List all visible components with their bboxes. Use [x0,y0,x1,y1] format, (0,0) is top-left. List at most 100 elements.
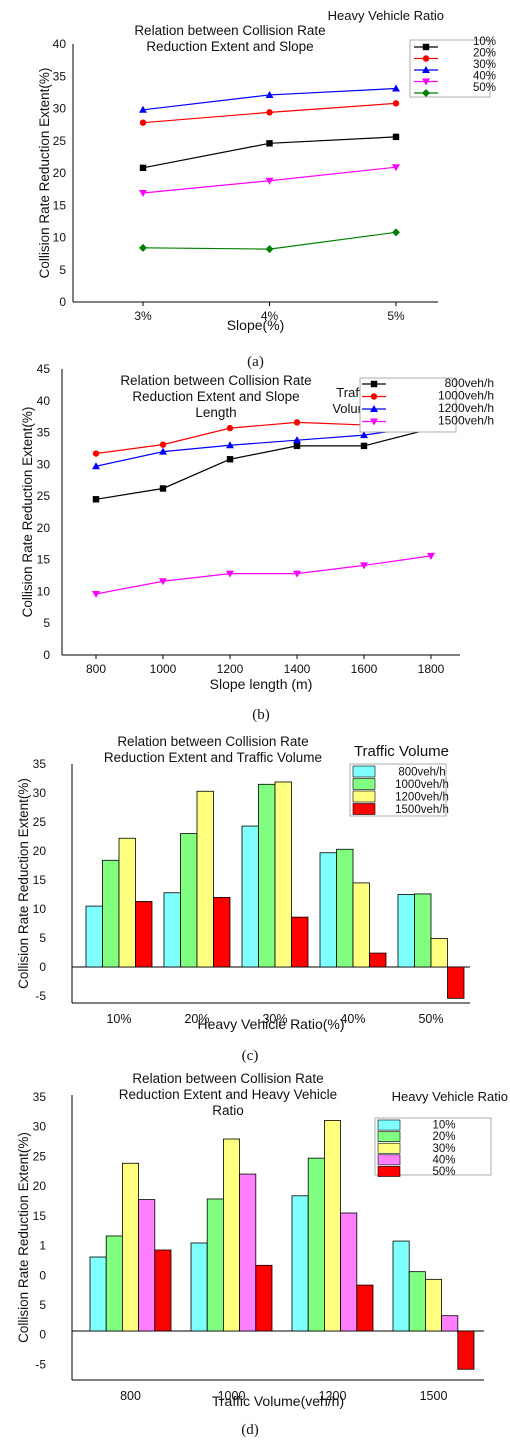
bar [239,1173,257,1332]
legend-marker [422,78,430,86]
x-tick-label: 40% [340,1012,365,1026]
chart-title-line: Relation between Collision Rate [132,1071,323,1086]
legend-label: 40% [432,1154,455,1166]
bar [274,781,292,968]
bar [336,848,354,968]
data-point [266,140,273,147]
data-point [392,100,400,107]
data-point [293,442,301,450]
legend-label: 30% [432,1143,455,1155]
y-tick-label: 0 [39,1268,46,1282]
legend-label: 1200veh/h [395,792,449,804]
data-point [360,442,368,450]
y-tick-label: -5 [35,1357,46,1371]
figure-caption: (c) [242,1048,259,1064]
y-tick-label: 20 [53,166,67,180]
bar [424,1278,442,1332]
data-point [265,245,274,254]
y-tick-label: 5 [43,616,50,630]
bar [408,1271,426,1332]
x-axis-label: Slope(%) [227,317,285,333]
legend-swatch [377,1142,401,1154]
data-point [139,243,147,252]
data-point [139,119,147,126]
bar [255,1264,273,1332]
y-tick-label: 10 [53,231,67,245]
legend-swatch [377,1131,401,1142]
bar [222,1138,240,1332]
data-point [265,177,274,185]
y-tick-label: 35 [33,1090,47,1104]
y-tick-label: 30 [53,102,67,116]
chart-title-line: Relation between Collision Rate [120,373,311,388]
y-tick-label: 5 [59,263,66,277]
bar [163,892,181,968]
data-point [392,228,400,237]
chart-title-line: Reduction Extent and Heavy Vehicle [119,1087,337,1102]
bar [213,897,231,968]
bar [241,825,259,968]
data-point [226,441,234,449]
bar [291,916,309,968]
legend-swatch [377,1166,401,1177]
legend-label: 800veh/h [445,376,494,390]
y-tick-label: 10 [33,902,47,916]
y-tick-label: 25 [37,489,51,503]
series-line [95,428,432,500]
data-point [360,562,368,570]
bar [352,882,370,968]
x-tick-label: 1000 [150,662,177,676]
bar [85,905,103,968]
data-point [139,164,147,172]
legend-marker [422,43,430,51]
bar [319,852,337,968]
bar [340,1212,358,1332]
data-point [159,447,167,455]
bar [356,1284,374,1332]
y-tick-label: 30 [33,786,47,800]
chart-title-line: Length [195,405,236,420]
data-point [92,450,100,457]
x-tick-label: 30% [262,1012,287,1026]
x-tick-label: 1500 [420,1389,448,1403]
y-tick-label: 10 [37,584,51,598]
series-line [95,424,432,467]
legend-title: Heavy Vehicle Ratio [328,8,444,23]
y-tick-label: 15 [33,873,47,887]
y-tick-label: 0 [59,295,66,309]
y-tick-label: 15 [33,1209,47,1223]
legend-label: 20% [432,1131,455,1143]
legend-label: 10% [473,36,496,48]
data-point [427,552,435,560]
x-axis-label: Traffic Volume(veh/h) [212,1393,344,1409]
series-line [95,555,432,595]
legend-marker [370,418,378,426]
y-tick-label: 35 [37,426,51,440]
x-axis-label: Heavy Vehicle Ratio(%) [197,1016,344,1032]
data-point [293,570,301,578]
x-tick-label: 20% [184,1012,209,1026]
y-axis-label: Collision Rate Reduction Extent(%) [20,407,35,618]
legend-marker [370,405,378,412]
bar [105,1235,123,1332]
chart-title-line: Ratio [212,1103,244,1118]
y-tick-label: 20 [33,844,47,858]
bar [430,938,448,968]
x-axis-label: Slope length (m) [210,676,313,692]
legend-title: Heavy Vehicle Ratio [392,1089,508,1104]
bar [206,1198,224,1332]
bar [447,966,465,999]
x-tick-label: 1600 [351,662,378,676]
y-axis-label: Collision Rate Reduction Extent(%) [37,68,52,279]
data-point [266,109,273,116]
bar [392,1240,410,1332]
legend-label: 1000veh/h [395,779,449,791]
y-tick-label: 35 [53,69,67,83]
chart-title-line: Reduction Extent and Traffic Volume [104,750,322,765]
y-tick-label: 5 [39,931,46,945]
data-point [392,133,400,141]
bar [291,1195,309,1332]
data-point [159,578,167,586]
bar [89,1256,107,1332]
